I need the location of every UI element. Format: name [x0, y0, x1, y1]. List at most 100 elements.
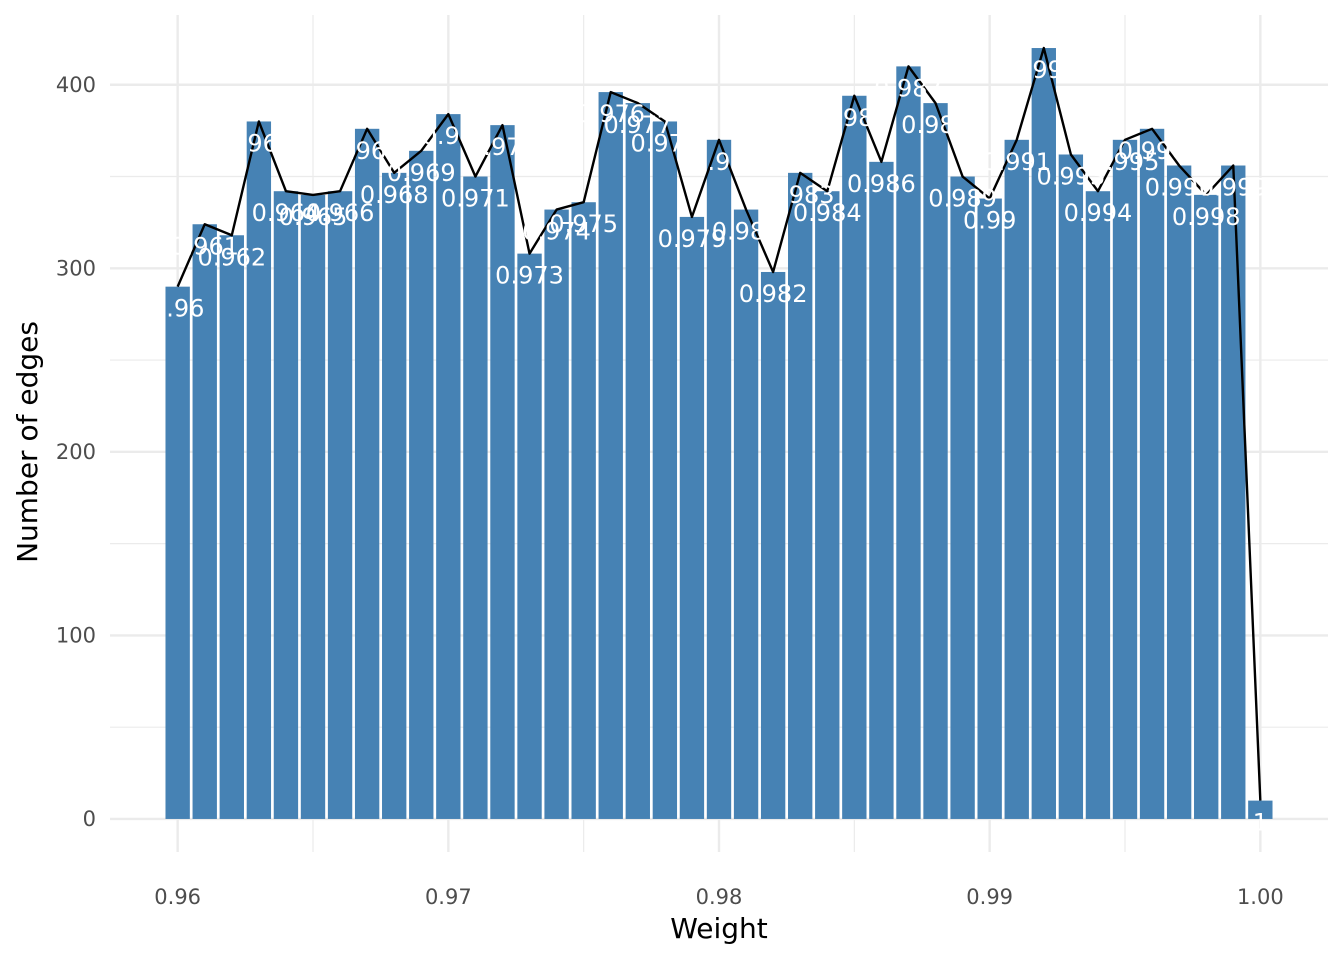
histogram-bar: [382, 172, 407, 819]
bar-value-label: 0.979: [658, 225, 727, 253]
bar-value-label: 0.985: [820, 104, 889, 132]
histogram-bar: [652, 121, 678, 819]
histogram-bar: [1248, 800, 1273, 819]
x-tick-label: 0.98: [696, 885, 743, 909]
bar-value-label: 0.98: [692, 148, 745, 176]
histogram-bar: [544, 209, 569, 819]
histogram-bar: [192, 224, 217, 819]
y-tick-label: 0: [83, 807, 96, 831]
bar-value-label: 0.991: [982, 148, 1051, 176]
histogram-bar: [490, 125, 515, 819]
y-tick-label: 100: [56, 623, 96, 647]
bar-value-label: 0.997: [1145, 174, 1214, 202]
histogram-bar: [354, 128, 380, 819]
histogram-bar: [869, 161, 894, 819]
bar-value-label: 0.993: [1037, 163, 1106, 191]
histogram-bar: [760, 271, 786, 819]
bars: [165, 48, 1273, 819]
bar-value-label: 0.967: [333, 137, 402, 165]
trend-line-group: [176, 46, 1262, 801]
bar-value-label: 0.994: [1064, 199, 1133, 227]
histogram-bar: [165, 286, 190, 819]
bar-value-label: 0.982: [739, 280, 808, 308]
bar-value-label: 0.983: [766, 181, 835, 209]
bar-data-labels: 0.960.9610.9620.9630.9640.9650.9660.9670…: [151, 56, 1268, 837]
y-axis-title: Number of edges: [11, 321, 44, 563]
bar-value-label: 0.969: [387, 159, 456, 187]
histogram-bar: [571, 202, 596, 819]
bar-value-label: 1: [1253, 809, 1268, 837]
histogram-bar: [1004, 139, 1029, 819]
bar-value-label: 0.989: [928, 185, 997, 213]
histogram-bar: [273, 191, 299, 819]
bar-value-label: 0.978: [631, 129, 700, 157]
bar-value-label: 0.976: [576, 100, 645, 128]
x-tick-label: 0.96: [154, 885, 201, 909]
histogram-bar: [706, 139, 732, 819]
histogram-bar: [950, 176, 975, 819]
histogram-bar: [1194, 194, 1219, 819]
histogram-bar: [1058, 154, 1084, 819]
histogram-bar: [815, 191, 840, 819]
bar-value-label: 0.96: [151, 295, 204, 323]
bar-value-label: 0.974: [522, 218, 591, 246]
histogram-bar: [219, 235, 244, 819]
histogram-bar: [409, 150, 434, 819]
histogram-bar: [1166, 165, 1192, 819]
histogram-bar: [517, 253, 542, 819]
histogram-bar: [436, 114, 461, 819]
histogram-bar: [923, 103, 948, 819]
bar-value-label: 0.966: [306, 199, 375, 227]
bar-value-label: 0.99: [963, 207, 1016, 235]
bar-value-label: 0.973: [495, 262, 564, 290]
bar-value-label: 0.977: [603, 111, 672, 139]
histogram-bar: [300, 194, 326, 819]
x-tick-label: 1.00: [1237, 885, 1284, 909]
bar-value-label: 0.992: [1009, 56, 1078, 84]
histogram-bar: [625, 103, 650, 819]
bar-value-label: 0.963: [225, 129, 294, 157]
bar-value-label: 0.971: [441, 185, 510, 213]
bar-value-label: 0.988: [901, 111, 970, 139]
y-tick-label: 200: [56, 440, 96, 464]
bar-value-label: 0.97: [422, 122, 475, 150]
bar-value-label: 0.972: [468, 133, 537, 161]
bar-value-label: 0.996: [1118, 137, 1187, 165]
bar-value-label: 0.998: [1172, 203, 1241, 231]
bar-value-label: 0.981: [712, 218, 781, 246]
histogram-bar: [598, 92, 623, 819]
bar-value-label: 0.964: [252, 199, 321, 227]
histogram-bar: [788, 172, 813, 819]
histogram-bar: [733, 209, 759, 819]
bar-value-label: 0.975: [549, 210, 618, 238]
histogram-bar: [1139, 128, 1165, 819]
bar-value-label: 0.961: [170, 232, 239, 260]
bar-value-label: 0.984: [793, 199, 862, 227]
histogram-bar: [1221, 165, 1246, 819]
histogram-bar: [1085, 191, 1111, 819]
histogram-bar: [1112, 139, 1138, 819]
x-tick-label: 0.99: [966, 885, 1013, 909]
bar-value-label: 0.987: [874, 74, 943, 102]
histogram-bar: [679, 216, 705, 819]
x-tick-label: 0.97: [425, 885, 472, 909]
bar-value-label: 0.995: [1091, 148, 1160, 176]
axis-tick-labels: 0.96 0.97 0.98 0.99 1.00 0 100 200 300 400: [56, 73, 1284, 909]
y-tick-label: 400: [56, 73, 96, 97]
histogram-bar: [842, 95, 867, 819]
histogram-bar: [327, 191, 353, 819]
bar-value-label: 0.986: [847, 170, 916, 198]
bar-value-label: 0.965: [279, 203, 348, 231]
bar-value-label: 0.968: [360, 181, 429, 209]
trend-line: [176, 46, 1262, 801]
histogram-bar: [1031, 48, 1056, 819]
histogram-bar: [977, 198, 1002, 819]
x-axis-title: Weight: [670, 912, 768, 945]
bar-value-label: 0.962: [197, 243, 266, 271]
histogram-bar: [896, 66, 921, 819]
histogram-bar: [246, 121, 272, 819]
histogram-bar: [463, 176, 488, 819]
y-tick-label: 300: [56, 256, 96, 280]
